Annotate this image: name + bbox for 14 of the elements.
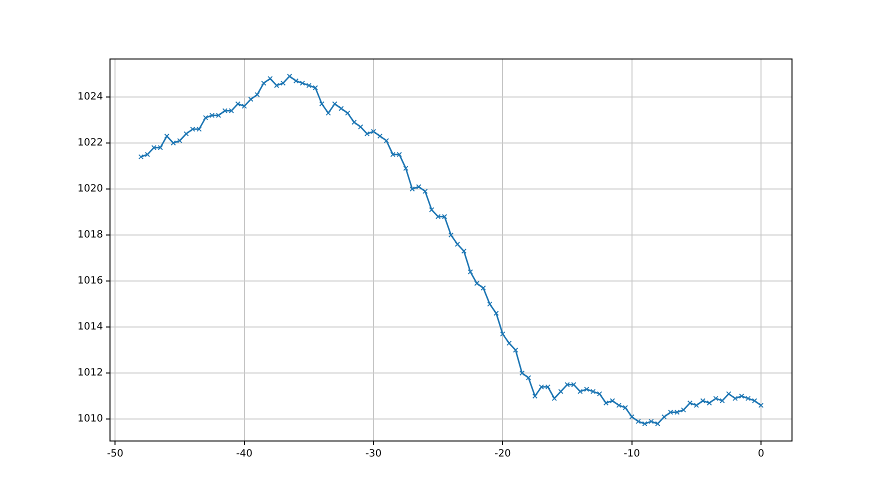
x-tick-label: -30 (365, 448, 382, 460)
y-tick-label: 1022 (78, 138, 103, 149)
y-tick-label: 1014 (78, 322, 103, 333)
y-tick-label: 1020 (78, 184, 103, 195)
y-tick-label: 1024 (78, 92, 103, 103)
x-tick-label: 0 (758, 448, 764, 460)
y-tick-label: 1012 (78, 368, 103, 379)
y-tick-label: 1016 (78, 276, 103, 287)
x-tick-label: -50 (106, 448, 124, 460)
x-tick-label: -10 (624, 448, 640, 460)
y-tick-label: 1018 (78, 230, 103, 241)
x-tick-label: -20 (494, 448, 511, 460)
y-tick-label: 1010 (78, 414, 103, 425)
x-tick-label: -40 (236, 448, 253, 460)
